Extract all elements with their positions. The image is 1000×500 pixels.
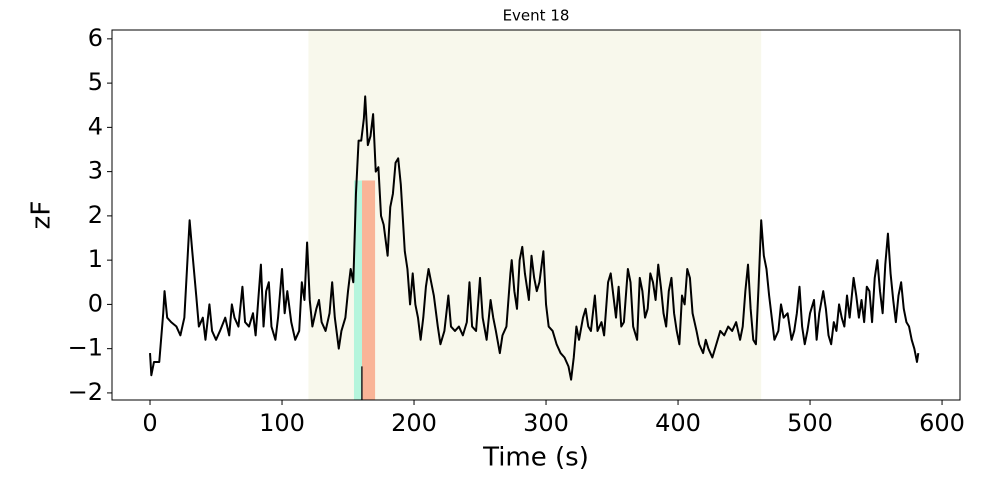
y-tick-label: −2 — [68, 378, 103, 406]
y-tick-label: 1 — [88, 245, 103, 273]
y-tick-label: 6 — [88, 24, 103, 52]
y-axis-label: zF — [27, 201, 57, 230]
y-tick-label: 3 — [88, 157, 103, 185]
y-tick-label: 0 — [88, 289, 103, 317]
y-tick-label: −1 — [68, 334, 103, 362]
y-tick-label: 2 — [88, 201, 103, 229]
x-tick-label: 400 — [655, 409, 701, 437]
shaded-span — [362, 180, 376, 400]
x-tick-label: 600 — [919, 409, 965, 437]
y-tick-label: 4 — [88, 112, 103, 140]
x-tick-label: 300 — [523, 409, 569, 437]
shaded-span — [308, 30, 762, 400]
x-axis-label: Time (s) — [482, 443, 589, 473]
trace-line — [149, 95, 920, 381]
x-tick-label: 0 — [142, 409, 157, 437]
y-tick-label: 5 — [88, 68, 103, 96]
x-tick-label: 200 — [391, 409, 437, 437]
chart-title: Event 18 — [503, 7, 570, 25]
x-tick-label: 100 — [259, 409, 305, 437]
x-tick-label: 500 — [787, 409, 833, 437]
shaded-span — [353, 180, 364, 400]
plot-frame — [111, 29, 961, 401]
